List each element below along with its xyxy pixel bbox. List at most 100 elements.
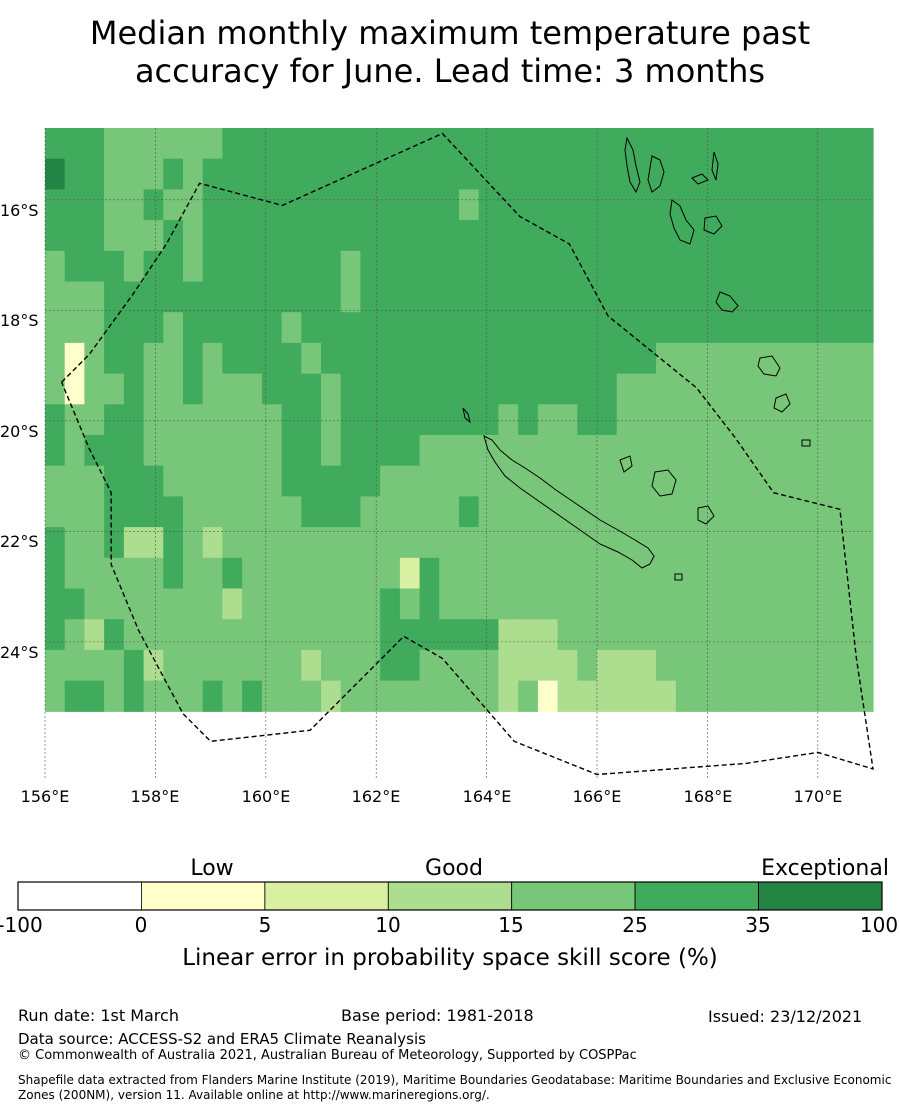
skill-cell <box>163 128 184 160</box>
skill-cell <box>321 527 342 559</box>
skill-cell <box>439 373 460 405</box>
skill-cell <box>143 281 164 313</box>
skill-cell <box>64 128 85 160</box>
skill-cell <box>261 404 283 436</box>
skill-cell <box>577 189 598 221</box>
skill-cell <box>577 465 598 497</box>
skill-cell <box>45 619 66 651</box>
skill-cell <box>636 680 657 712</box>
skill-cell <box>478 128 499 160</box>
skill-cell <box>202 128 223 160</box>
skill-cell <box>45 588 66 620</box>
skill-cell <box>754 281 775 313</box>
skill-cell <box>163 281 184 313</box>
skill-cell <box>45 680 66 712</box>
skill-cell <box>123 527 145 559</box>
skill-cell <box>321 342 342 375</box>
skill-cell <box>833 128 854 160</box>
skill-cell <box>813 158 835 190</box>
skill-cell <box>380 619 401 651</box>
skill-cell <box>577 680 598 712</box>
skill-cell <box>419 158 440 190</box>
skill-cell <box>104 281 125 313</box>
skill-cell <box>616 404 637 436</box>
skill-cell <box>754 158 775 190</box>
skill-cell <box>45 465 66 497</box>
skill-cell <box>45 281 66 313</box>
skill-cell <box>636 557 657 590</box>
skill-cell <box>340 435 361 467</box>
skill-cell <box>143 649 164 682</box>
skill-cell <box>577 588 598 620</box>
skill-cell <box>143 557 164 590</box>
skill-cell <box>498 557 519 590</box>
skill-cell <box>242 128 263 160</box>
skill-cell <box>261 588 283 620</box>
skill-cell <box>419 619 440 651</box>
skill-cell <box>636 373 657 405</box>
skill-cell <box>675 189 697 221</box>
skill-cell <box>202 342 223 375</box>
skill-cell <box>577 619 598 651</box>
skill-cell <box>340 404 361 436</box>
skill-cell <box>222 128 243 160</box>
skill-cell <box>419 250 440 283</box>
skill-cell <box>242 680 263 712</box>
skill-cell <box>774 619 795 651</box>
skill-cell <box>202 680 223 712</box>
skill-cell <box>675 435 697 467</box>
skill-cell <box>64 465 85 497</box>
skill-cell <box>794 649 815 682</box>
skill-cell <box>222 342 243 375</box>
skill-cell <box>64 220 85 252</box>
skill-cell <box>242 649 263 682</box>
skill-cell <box>853 373 874 405</box>
skill-cell <box>794 220 815 252</box>
skill-cell <box>419 649 440 682</box>
skill-cell <box>222 189 243 221</box>
colorbar-tick-100: 100 <box>859 913 899 937</box>
skill-cell <box>616 588 637 620</box>
skill-cell <box>439 465 460 497</box>
skill-cell <box>419 373 440 405</box>
skill-cell <box>656 619 677 651</box>
skill-cell <box>360 312 381 344</box>
skill-cell <box>675 128 697 160</box>
skill-cell <box>242 342 263 375</box>
skill-cell <box>518 496 539 528</box>
skill-cell <box>281 189 302 221</box>
skill-cell <box>340 342 361 375</box>
skill-cell <box>853 465 874 497</box>
skill-cell <box>123 128 145 160</box>
skill-cell <box>557 373 578 405</box>
skill-cell <box>537 342 559 375</box>
skill-cell <box>439 435 460 467</box>
skill-cell <box>636 588 657 620</box>
skill-cell <box>123 649 145 682</box>
skill-cell <box>281 588 302 620</box>
skill-cell <box>557 404 578 436</box>
skill-cell <box>577 527 598 559</box>
skill-cell <box>123 465 145 497</box>
skill-cell <box>202 649 223 682</box>
lat-tick-16s: 16°S <box>0 201 39 220</box>
skill-cell <box>45 404 66 436</box>
skill-cell <box>84 128 105 160</box>
skill-cell <box>301 128 322 160</box>
skill-cell <box>123 312 145 344</box>
skill-cell <box>380 281 401 313</box>
skill-cell <box>695 342 716 375</box>
skill-cell <box>813 435 835 467</box>
skill-cell <box>794 557 815 590</box>
skill-cell <box>340 465 361 497</box>
skill-cell <box>439 588 460 620</box>
skill-cell <box>478 404 499 436</box>
skill-cell <box>794 128 815 160</box>
skill-cell <box>123 342 145 375</box>
colorbar-frame <box>17 881 883 911</box>
skill-cell <box>360 619 381 651</box>
skill-cell <box>478 557 499 590</box>
skill-cell <box>695 281 716 313</box>
skill-cell <box>399 158 421 190</box>
skill-cell <box>577 557 598 590</box>
